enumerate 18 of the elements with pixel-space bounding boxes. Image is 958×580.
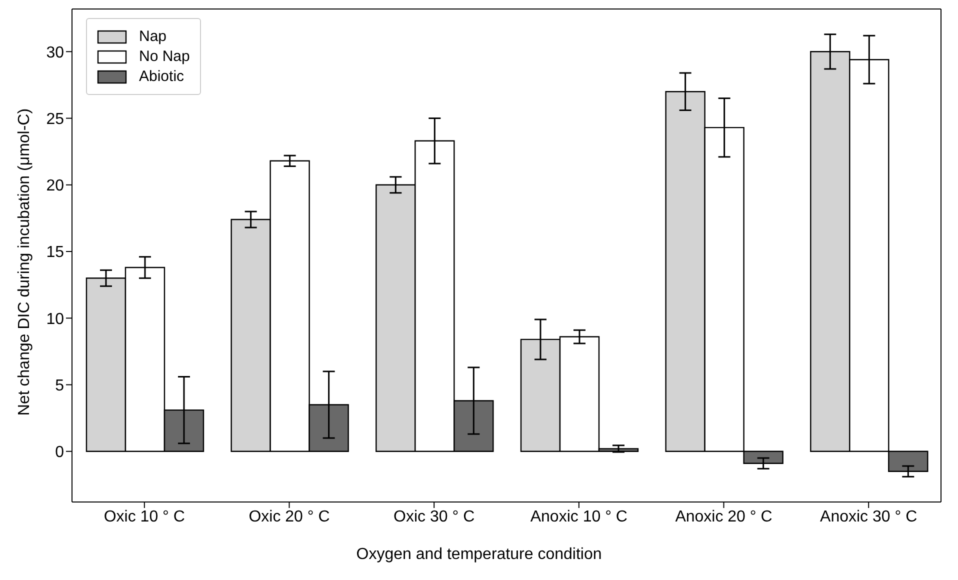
legend-label: No Nap bbox=[139, 48, 190, 65]
y-tick-label: 5 bbox=[55, 377, 64, 394]
x-tick-label: Oxic 30 ° C bbox=[394, 508, 475, 526]
x-tick-label: Anoxic 20 ° C bbox=[675, 508, 772, 526]
y-tick-label: 10 bbox=[46, 310, 64, 328]
y-tick-label: 30 bbox=[46, 44, 64, 62]
x-axis-title: Oxygen and temperature condition bbox=[355, 546, 603, 564]
x-tick-label: Oxic 20 ° C bbox=[248, 508, 330, 526]
y-tick-label: 0 bbox=[55, 444, 64, 462]
y-axis-title: Net change DIC during incubation (μmol-C) bbox=[16, 108, 34, 416]
y-tick-label: 20 bbox=[46, 178, 64, 195]
legend-label: Abiotic bbox=[139, 68, 184, 85]
x-tick-label: Anoxic 10 ° C bbox=[530, 508, 628, 526]
y-tick-label: 25 bbox=[46, 110, 64, 128]
x-tick-label: Oxic 10 ° C bbox=[104, 508, 185, 526]
y-tick-label: 15 bbox=[46, 244, 64, 262]
legend-label: Nap bbox=[139, 28, 167, 45]
x-tick-label: Anoxic 30 ° C bbox=[820, 508, 918, 526]
